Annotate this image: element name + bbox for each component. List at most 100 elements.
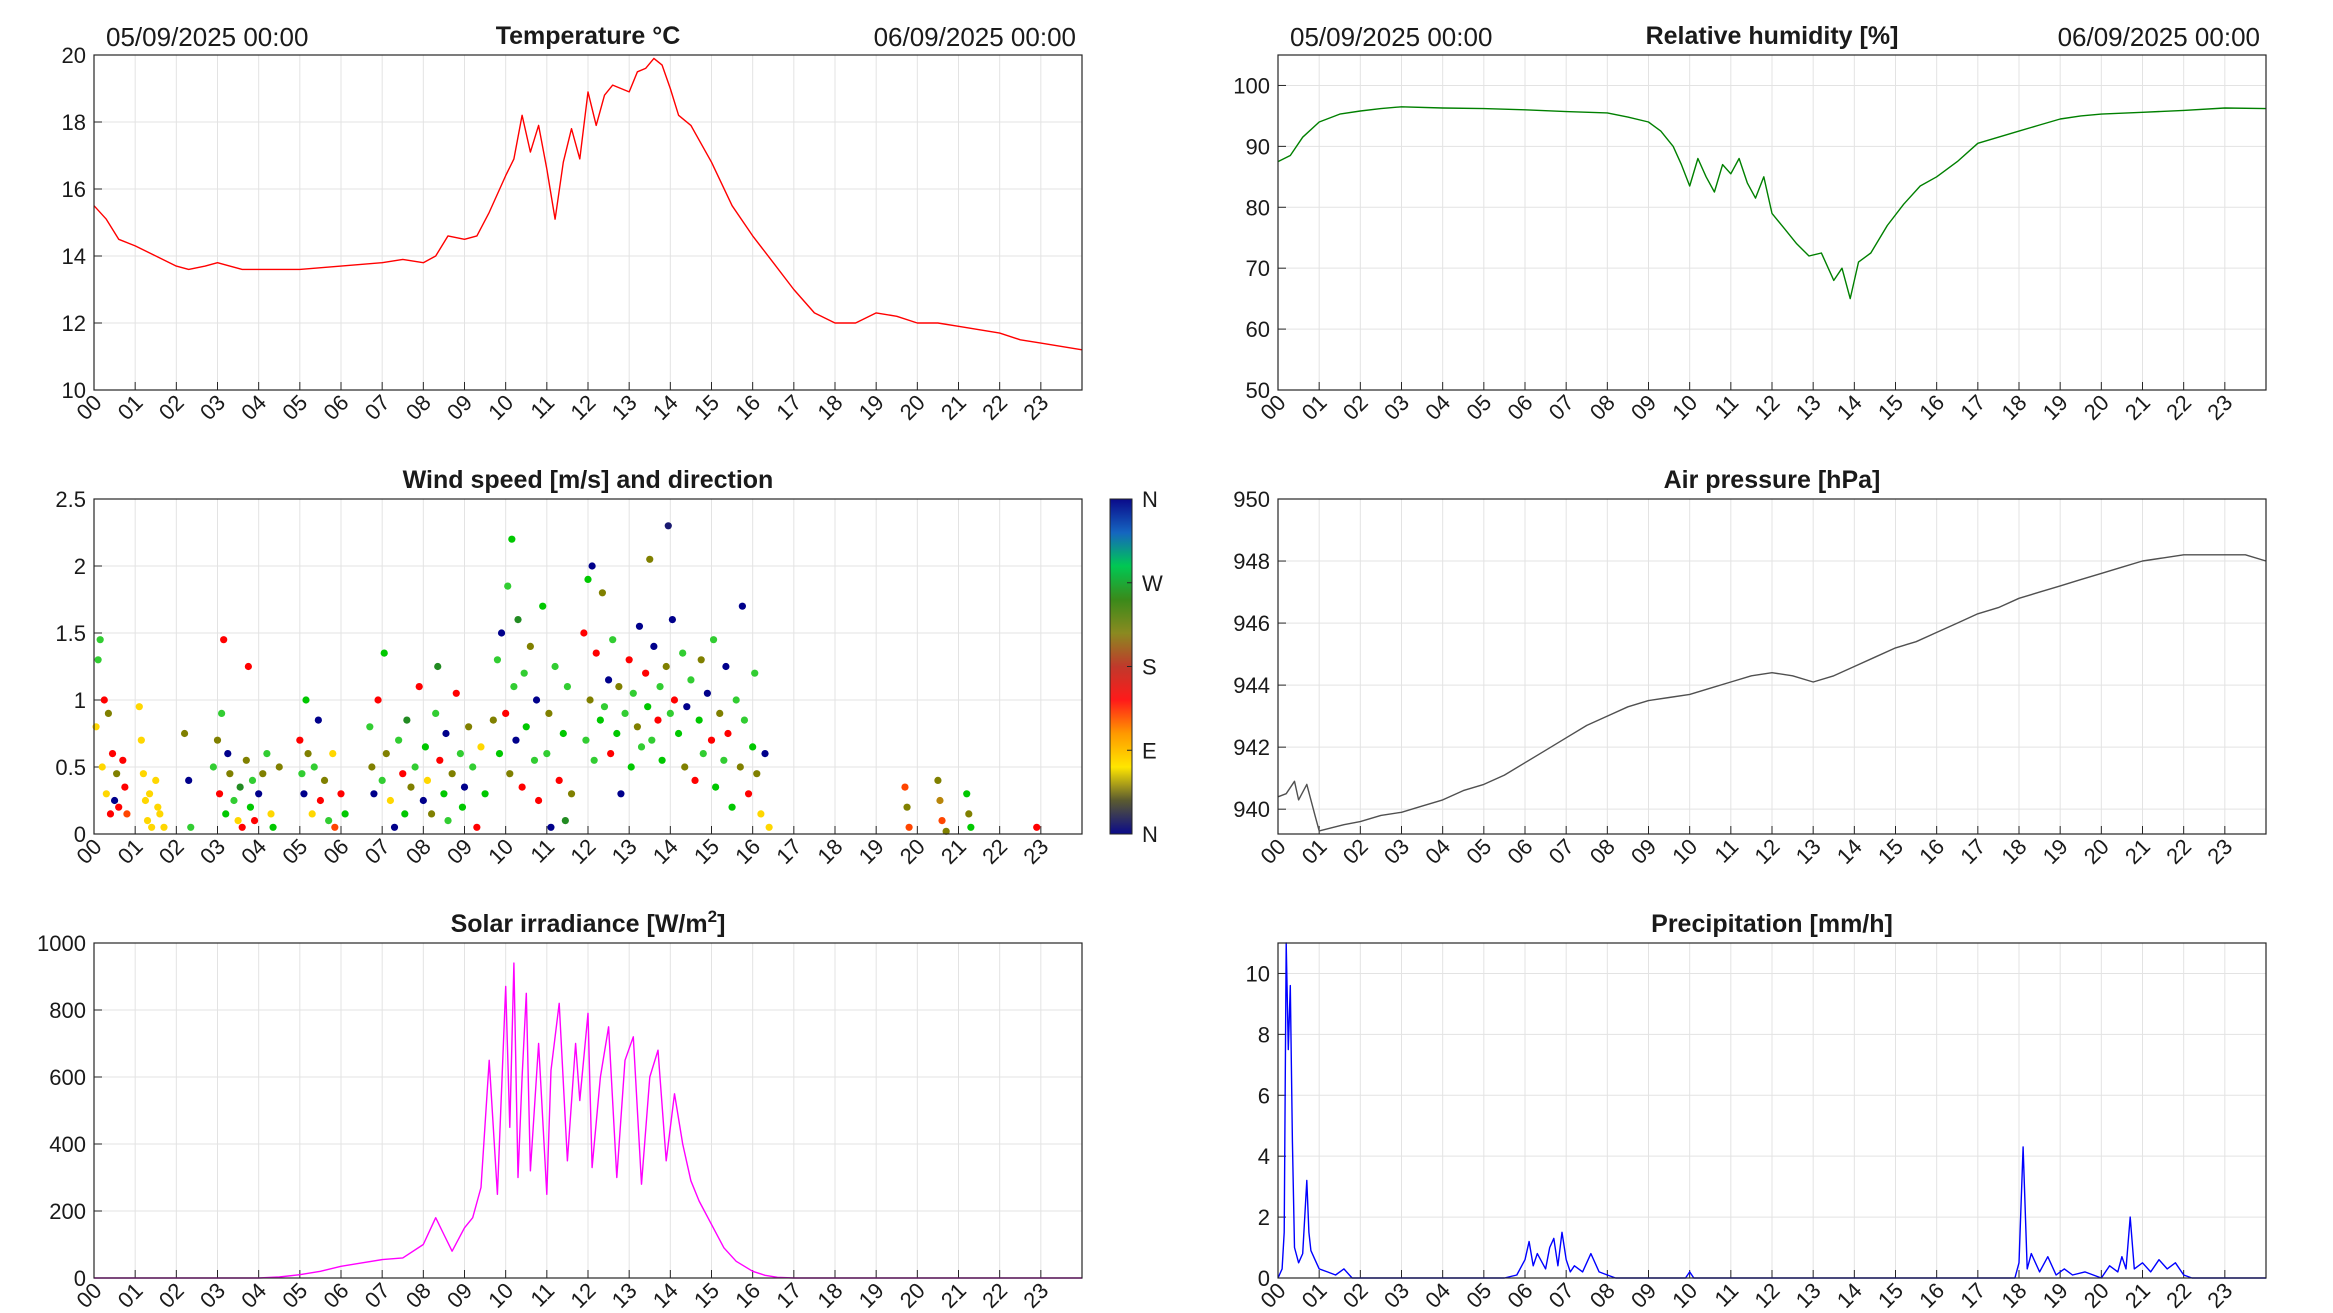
wind-point <box>218 709 226 718</box>
x-tick-label: 21 <box>2120 834 2155 869</box>
x-tick-label: 06 <box>1503 834 1538 869</box>
wind-point <box>185 776 193 785</box>
x-tick-label: 01 <box>113 834 148 869</box>
x-tick-label: 15 <box>689 1278 724 1313</box>
wind-chart-title: Wind speed [m/s] and direction <box>403 466 774 494</box>
x-tick-label: 02 <box>154 390 189 425</box>
wind-point <box>139 770 147 778</box>
wind-point <box>102 790 110 798</box>
x-tick-label: 11 <box>1710 834 1744 868</box>
humidity-series-line <box>1277 106 2267 300</box>
wind-point <box>316 796 325 805</box>
wind-point <box>586 696 594 704</box>
wind-point <box>493 656 502 664</box>
y-tick-label: 800 <box>49 998 86 1023</box>
x-tick-label: 17 <box>771 1278 806 1313</box>
wind-point <box>666 709 674 718</box>
wind-point <box>220 636 228 644</box>
axes-frame <box>93 498 1083 835</box>
x-tick-label: 14 <box>648 390 683 425</box>
wind-point <box>141 796 150 805</box>
wind-point <box>314 716 322 724</box>
wind-point <box>154 803 162 811</box>
x-tick-label: 21 <box>2120 1278 2155 1313</box>
wind-point <box>308 810 316 818</box>
y-tick-label: 1.5 <box>55 621 86 646</box>
wind-point <box>555 776 563 785</box>
x-tick-label: 15 <box>1873 834 1908 869</box>
wind-point <box>563 683 572 691</box>
x-tick-label: 22 <box>2161 1278 2196 1313</box>
x-tick-label: 22 <box>2161 834 2196 869</box>
wind-point <box>520 669 528 677</box>
y-tick-label: 0 <box>1258 1266 1270 1291</box>
wind-point <box>302 696 310 704</box>
wind-point <box>156 810 164 818</box>
wind-point <box>94 656 102 664</box>
wind-point <box>100 696 108 704</box>
wind-point <box>598 589 607 597</box>
wind-point <box>938 817 946 825</box>
wind-point <box>236 783 244 791</box>
x-tick-label: 03 <box>195 390 230 425</box>
wind-point <box>222 810 230 818</box>
x-tick-label: 06 <box>319 390 354 425</box>
x-tick-label: 11 <box>1710 390 1744 424</box>
wind-point <box>148 823 156 831</box>
y-tick-label: 8 <box>1258 1022 1270 1047</box>
wind-point <box>458 803 467 811</box>
wind-point <box>650 642 658 651</box>
y-tick-label: 940 <box>1233 797 1270 822</box>
x-tick-label: 23 <box>2202 390 2237 425</box>
wind-point <box>967 823 975 831</box>
wind-point <box>104 709 113 718</box>
wind-point <box>244 662 252 671</box>
wind-point <box>242 756 250 764</box>
wind-point <box>473 823 481 831</box>
wind-point <box>728 803 736 811</box>
wind-point <box>662 662 670 671</box>
x-tick-label: 03 <box>195 1278 230 1313</box>
x-tick-label: 04 <box>236 1278 271 1313</box>
x-tick-label: 16 <box>730 1278 765 1313</box>
y-tick-label: 946 <box>1233 611 1270 636</box>
y-tick-label: 0 <box>74 1266 86 1291</box>
x-tick-label: 20 <box>895 1278 930 1313</box>
wind-point <box>504 582 512 590</box>
wind-point <box>180 729 189 738</box>
wind-point <box>143 817 152 825</box>
wind-point <box>436 756 444 764</box>
wind-point <box>646 555 654 563</box>
x-tick-label: 10 <box>1667 390 1702 425</box>
wind-point <box>267 810 275 818</box>
x-tick-label: 15 <box>1873 390 1908 425</box>
wind-point <box>615 683 623 691</box>
wind-point <box>495 750 504 758</box>
wind-point <box>421 743 429 751</box>
x-tick-label: 07 <box>1544 390 1579 425</box>
wind-point <box>905 823 913 831</box>
wind-point <box>444 817 452 825</box>
wind-point <box>390 823 399 831</box>
x-tick-label: 12 <box>566 834 601 869</box>
wind-point <box>559 729 567 738</box>
wind-point <box>329 750 337 758</box>
wind-point <box>325 817 333 825</box>
x-tick-label: 17 <box>1955 834 1990 869</box>
y-tick-label: 70 <box>1246 256 1270 281</box>
x-tick-label: 19 <box>854 390 889 425</box>
x-tick-label: 16 <box>1914 390 1949 425</box>
x-tick-label: 02 <box>154 1278 189 1313</box>
x-tick-label: 17 <box>1955 390 1990 425</box>
wind-point <box>310 763 318 771</box>
x-tick-label: 04 <box>1420 834 1455 869</box>
x-tick-label: 13 <box>607 1278 642 1313</box>
x-tick-label: 04 <box>236 834 271 869</box>
wind-point <box>123 810 131 818</box>
y-tick-label: 14 <box>62 244 86 269</box>
wind-point <box>145 790 154 798</box>
wind-point <box>712 783 720 791</box>
y-tick-label: 18 <box>62 110 86 135</box>
x-tick-label: 09 <box>1626 834 1661 869</box>
x-tick-label: 07 <box>1544 1278 1579 1313</box>
